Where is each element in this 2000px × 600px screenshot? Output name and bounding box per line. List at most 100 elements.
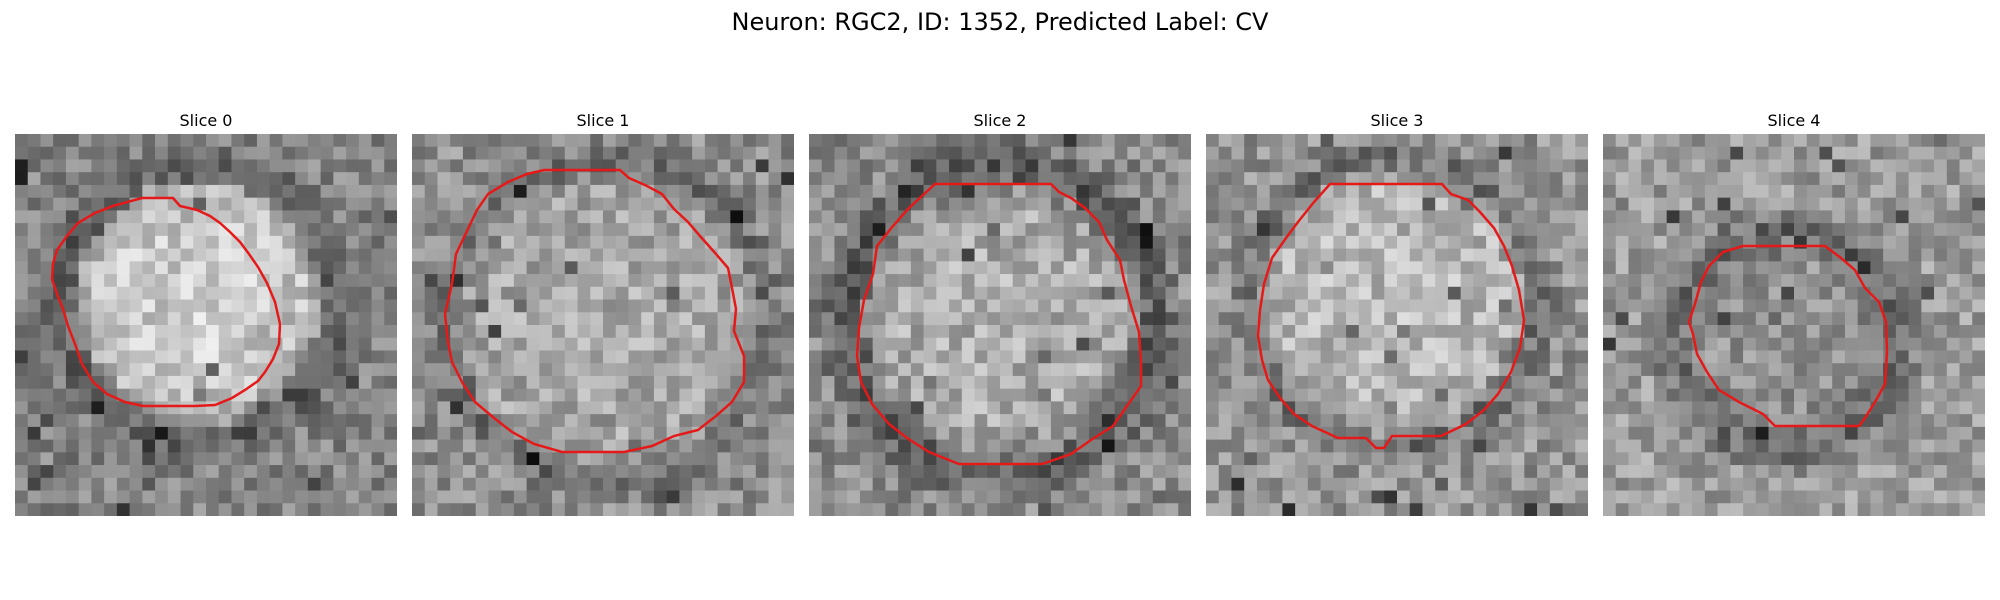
image-pixel [371,274,385,288]
image-pixel [1934,286,1948,300]
image-pixel [384,439,397,453]
image-pixel [307,439,321,453]
image-pixel [692,312,706,326]
image-pixel [1692,325,1706,339]
image-pixel [1615,375,1629,390]
image-pixel [1089,274,1103,288]
image-pixel [768,286,782,300]
image-pixel [462,452,477,466]
image-pixel [53,172,67,186]
image-pixel [1755,375,1769,390]
image-pixel [743,477,757,491]
image-pixel [1282,248,1296,262]
image-pixel [1435,235,1449,249]
image-pixel [898,210,912,224]
image-pixel [1076,184,1090,199]
image-pixel [488,274,502,288]
image-pixel [104,375,118,390]
image-pixel [1679,414,1693,428]
image-pixel [1435,312,1449,326]
image-pixel [1615,363,1629,377]
image-pixel [1460,363,1474,377]
image-pixel [180,337,194,351]
image-pixel [1244,375,1258,390]
image-pixel [116,465,130,479]
image-pixel [1178,375,1191,390]
image-pixel [1409,363,1423,377]
image-pixel [1101,401,1115,415]
image-pixel [1178,197,1191,211]
image-pixel [1603,248,1617,262]
image-pixel [269,248,283,262]
image-pixel [1921,172,1935,186]
image-pixel [1755,299,1769,313]
image-pixel [1422,210,1436,224]
image-pixel [923,401,937,415]
image-pixel [1206,312,1220,326]
image-pixel [1946,210,1960,224]
image-pixel [641,388,655,402]
image-pixel [1206,286,1220,300]
image-pixel [1921,337,1935,351]
image-pixel [539,337,553,351]
image-pixel [346,503,360,516]
image-pixel [1857,375,1871,390]
image-pixel [27,134,41,148]
image-pixel [1473,261,1487,275]
image-pixel [1165,248,1179,262]
image-pixel [987,401,1001,415]
image-pixel [91,184,105,199]
image-pixel [1603,452,1617,466]
image-pixel [1653,350,1668,364]
image-pixel [180,477,194,491]
image-pixel [974,426,988,440]
image-pixel [1282,375,1296,390]
image-pixel [167,503,181,516]
image-pixel [834,172,848,186]
image-pixel [104,235,118,249]
image-pixel [1422,465,1436,479]
slice-image-1 [412,134,794,516]
image-pixel [155,452,169,466]
image-pixel [768,439,782,453]
image-pixel [91,197,105,211]
image-pixel [603,503,617,516]
image-pixel [27,210,41,224]
image-pixel [1050,401,1065,415]
image-pixel [40,299,54,313]
image-pixel [1857,477,1871,491]
image-pixel [872,210,886,224]
image-pixel [1641,299,1655,313]
image-pixel [1422,503,1436,516]
image-pixel [320,197,334,211]
image-pixel [488,261,502,275]
image-pixel [743,235,757,249]
image-pixel [1152,388,1166,402]
image-pixel [206,274,220,288]
image-pixel [1524,375,1538,390]
image-pixel [615,184,629,199]
image-pixel [1921,375,1935,390]
image-pixel [1218,375,1232,390]
image-pixel [1498,210,1512,224]
image-pixel [847,248,861,262]
image-pixel [1218,172,1232,186]
image-pixel [40,350,54,364]
image-pixel [987,134,1001,148]
image-pixel [590,312,604,326]
image-pixel [898,134,912,148]
image-pixel [1498,184,1512,199]
image-pixel [1692,426,1706,440]
image-pixel [1615,337,1629,351]
image-pixel [1794,363,1808,377]
image-pixel [1549,261,1563,275]
image-pixel [358,172,372,186]
image-pixel [1908,490,1922,504]
image-pixel [501,312,515,326]
image-pixel [834,490,848,504]
image-pixel [1730,134,1744,148]
image-pixel [1844,235,1859,249]
image-pixel [910,477,924,491]
image-pixel [206,363,220,377]
image-pixel [1819,146,1833,160]
